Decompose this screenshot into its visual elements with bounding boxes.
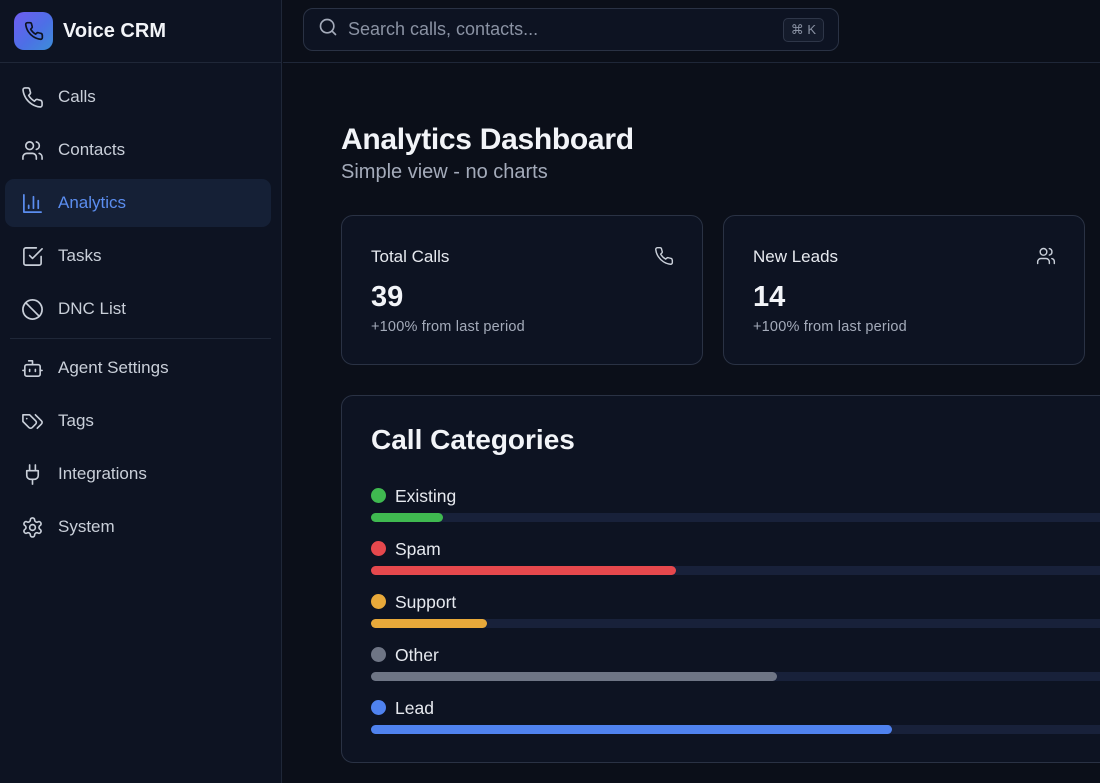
category-name: Spam (395, 539, 441, 559)
sidebar-item-label: DNC List (58, 299, 127, 318)
sidebar-item-label: Tasks (58, 246, 102, 265)
category-row-other: Other (371, 645, 1100, 689)
category-bar-track (371, 513, 1100, 522)
sidebar-item-agent-settings[interactable]: Agent Settings (5, 344, 271, 392)
page-subtitle: Simple view - no charts (341, 161, 548, 183)
category-bar-fill (371, 619, 488, 628)
brand-name: Voice CRM (63, 19, 166, 42)
category-dot (371, 647, 386, 662)
topbar: ⌘ K (283, 0, 1100, 63)
sidebar-item-label: Contacts (58, 140, 126, 159)
category-name: Other (395, 645, 439, 665)
users-icon (1036, 246, 1056, 271)
sidebar-item-contacts[interactable]: Contacts (5, 126, 271, 174)
stat-value: 39 (371, 281, 404, 313)
sidebar-nav: Calls Contacts Analytics Tasks (0, 63, 281, 551)
category-bar-track (371, 619, 1100, 628)
sidebar-item-label: Integrations (58, 464, 147, 483)
stat-change: +100% from last period (753, 319, 907, 335)
category-bar-track (371, 672, 1100, 681)
sidebar-item-label: System (58, 517, 115, 536)
search-icon (318, 17, 338, 42)
category-dot (371, 594, 386, 609)
phone-icon (654, 246, 674, 271)
category-bar-fill (371, 672, 778, 681)
sidebar-item-label: Analytics (58, 193, 127, 212)
category-bar-track (371, 566, 1100, 575)
stat-change: +100% from last period (371, 319, 525, 335)
category-name: Support (395, 592, 457, 612)
category-name: Existing (395, 486, 457, 506)
brand: Voice CRM (0, 0, 281, 63)
nav-divider (10, 338, 271, 339)
sidebar-item-integrations[interactable]: Integrations (5, 450, 271, 498)
stat-value: 14 (753, 281, 786, 313)
checkbox-icon (20, 244, 44, 268)
stat-label: Total Calls (371, 247, 450, 266)
tags-icon (20, 409, 44, 433)
plug-icon (20, 462, 44, 486)
category-bar-fill (371, 566, 676, 575)
card-title: Call Categories (371, 424, 575, 455)
sidebar-item-dnc-list[interactable]: DNC List (5, 285, 271, 333)
search-input[interactable] (348, 19, 748, 40)
stat-label: New Leads (753, 247, 839, 266)
category-row-lead: Lead (371, 698, 1100, 742)
page-title: Analytics Dashboard (341, 123, 634, 156)
sidebar: Voice CRM Calls Contacts Analytics (0, 0, 282, 783)
phone-logo-icon (14, 12, 53, 50)
stat-card-new-leads: New Leads 14 +100% from last period (723, 215, 1085, 365)
sidebar-item-label: Calls (58, 87, 96, 106)
keyboard-shortcut-badge: ⌘ K (782, 18, 824, 42)
sidebar-item-label: Tags (58, 411, 94, 430)
bot-icon (20, 356, 44, 380)
category-row-spam: Spam (371, 539, 1100, 583)
bar-chart-icon (20, 191, 44, 215)
category-dot (371, 700, 386, 715)
category-bar-track (371, 725, 1100, 734)
sidebar-item-system[interactable]: System (5, 503, 271, 551)
category-name: Lead (395, 698, 434, 718)
category-bar-fill (371, 513, 444, 522)
category-row-existing: Existing (371, 486, 1100, 530)
category-dot (371, 488, 386, 503)
sidebar-item-label: Agent Settings (58, 358, 169, 377)
gear-icon (20, 515, 44, 539)
sidebar-item-tags[interactable]: Tags (5, 397, 271, 445)
call-categories-card: Call Categories Existing Spam Support Ot… (341, 395, 1100, 763)
main-content: Analytics Dashboard Simple view - no cha… (283, 63, 1100, 783)
users-icon (20, 138, 44, 162)
category-dot (371, 541, 386, 556)
sidebar-item-calls[interactable]: Calls (5, 73, 271, 121)
ban-icon (20, 297, 44, 321)
search-bar[interactable]: ⌘ K (303, 8, 839, 51)
category-bar-fill (371, 725, 893, 734)
sidebar-item-analytics[interactable]: Analytics (5, 179, 271, 227)
category-row-support: Support (371, 592, 1100, 636)
sidebar-item-tasks[interactable]: Tasks (5, 232, 271, 280)
stat-card-total-calls: Total Calls 39 +100% from last period (341, 215, 703, 365)
phone-icon (20, 85, 44, 109)
